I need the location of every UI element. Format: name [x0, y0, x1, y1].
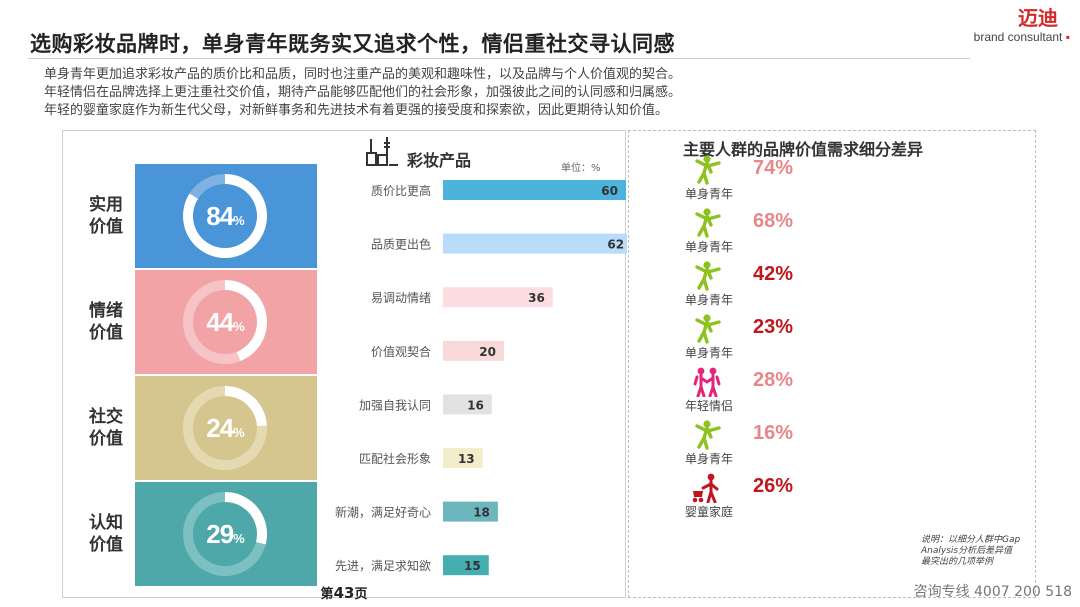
group-row: 单身青年 42%: [669, 261, 889, 313]
group-name: 婴童家庭: [684, 505, 733, 519]
bar: [443, 287, 553, 308]
group-row: 单身青年 16%: [669, 420, 889, 472]
page-title: 选购彩妆品牌时，单身青年既务实又追求个性，情侣重社交寻认同感: [30, 32, 675, 56]
group-row: 年轻情侣 28%: [669, 367, 889, 419]
brand-logo: 迈迪 brand consultant ▪: [950, 6, 1070, 44]
donut-ring: 24%: [183, 386, 267, 470]
bar: [443, 340, 504, 361]
groups-title: 主要人群的品牌价值需求细分差异: [683, 140, 924, 159]
donut-percent: 44%: [206, 307, 244, 337]
category-label-line2: 价值: [89, 217, 123, 237]
bar-label: 匹配社会形象: [359, 451, 431, 466]
page-number: 第43页: [320, 584, 368, 602]
intro-line-1: 单身青年更加追求彩妆产品的质价比和品质，同时也注重产品的美观和趣味性，以及品牌与…: [44, 67, 682, 82]
bar-value-label: 16: [467, 398, 484, 412]
donut-percent: 24%: [206, 413, 244, 443]
single-youth-icon: [687, 155, 727, 189]
category-emotional: 情绪 价值 44%: [63, 270, 317, 374]
group-name: 单身青年: [684, 293, 733, 307]
bar-label: 先进，满足求知欲: [335, 559, 431, 573]
category-cognitive: 认知 价值 29%: [63, 482, 317, 586]
category-box: 44%: [135, 270, 317, 374]
category-box: 24%: [135, 376, 317, 480]
category-practical: 实用 价值 84%: [63, 164, 317, 268]
category-label-line1: 情绪: [89, 301, 123, 321]
bar-value-label: 20: [479, 345, 496, 359]
family-icon: [687, 473, 727, 507]
bar-label: 易调动情绪: [371, 291, 431, 305]
intro-line-3: 年轻的婴童家庭作为新生代父母，对新鲜事务和先进技术有着更强的接受度和探索欲，因此…: [44, 103, 669, 118]
group-name: 单身青年: [684, 187, 733, 201]
hotline: 咨询专线 4007 200 518: [913, 584, 1072, 600]
bar: [443, 394, 492, 415]
bar-value-label: 62: [607, 238, 624, 252]
category-social: 社交 价值 24%: [63, 376, 317, 480]
intro-text: 单身青年更加追求彩妆产品的质价比和品质，同时也注重产品的美观和趣味性，以及品牌与…: [44, 66, 681, 120]
single-youth-icon: [687, 208, 727, 242]
bar-label: 新潮，满足好奇心: [335, 505, 431, 520]
category-label-line1: 实用: [89, 195, 123, 215]
donut-ring: 84%: [183, 174, 267, 258]
group-row: 单身青年 74%: [669, 155, 889, 207]
header-divider: [28, 58, 970, 59]
bar: [443, 501, 498, 522]
category-label-line1: 认知: [89, 513, 123, 533]
category-label-line2: 价值: [89, 429, 123, 449]
bar: [443, 180, 626, 200]
donut-ring: 44%: [183, 280, 267, 364]
group-row: 婴童家庭 26%: [669, 473, 889, 525]
group-percent: 42%: [753, 263, 794, 285]
bar: [443, 555, 489, 576]
cosmetics-icon: [366, 137, 398, 166]
category-label-line1: 社交: [89, 407, 123, 427]
group-percent: 16%: [753, 422, 794, 444]
group-row: 单身青年 23%: [669, 314, 889, 366]
category-label-line2: 价值: [89, 323, 123, 343]
category-label-line2: 价值: [89, 535, 123, 555]
unit-label: 单位：%: [561, 163, 601, 174]
group-percent: 74%: [753, 157, 794, 179]
category-box: 84%: [135, 164, 317, 268]
bar: [443, 448, 483, 468]
product-chart-title: 彩妆产品: [407, 151, 472, 170]
bar-value-label: 18: [473, 506, 490, 520]
donut-percent: 84%: [206, 201, 244, 231]
footnote: 说明：以细分人群中Gap Analysis分析后差异值最突出的几项举例: [921, 535, 1021, 567]
group-diff-panel: 主要人群的品牌价值需求细分差异 单身青年 74% 单身青年 68% 单身青年 42% 单身青…: [628, 130, 1036, 598]
couple-icon: [687, 367, 727, 401]
bar-label: 质价比更高: [371, 183, 431, 198]
single-youth-icon: [687, 314, 727, 348]
value-breakdown-panel: 实用 价值 84% 情绪 价值 44% 社交 价值: [62, 130, 627, 602]
intro-line-2: 年轻情侣在品牌选择上更注重社交价值，期待产品能够匹配他们的社会形象，加强彼此之间…: [44, 85, 682, 100]
single-youth-icon: [687, 420, 727, 454]
bar-value-label: 15: [464, 559, 481, 573]
donut-percent: 29%: [206, 519, 244, 549]
single-youth-icon: [687, 261, 727, 295]
brand-logo-text: 迈迪: [1018, 6, 1058, 30]
group-row: 单身青年 68%: [669, 208, 889, 260]
bar-label: 加强自我认同: [359, 398, 431, 412]
donut-ring: 29%: [183, 492, 267, 576]
brand-dots-icon: ▪: [1065, 30, 1070, 44]
group-percent: 26%: [753, 475, 794, 497]
group-name: 年轻情侣: [684, 399, 733, 413]
group-percent: 28%: [753, 369, 794, 391]
group-percent: 68%: [753, 210, 794, 232]
category-box: 29%: [135, 482, 317, 586]
bar-label: 价值观契合: [371, 344, 431, 359]
group-name: 单身青年: [684, 240, 733, 254]
group-name: 单身青年: [684, 452, 733, 466]
product-bar-chart: 质价比更高 60 品质更出色 62 易调动情绪 36 价值观契合 20 加强自我认同 16 匹配社会…: [335, 180, 627, 576]
bar-value-label: 60: [601, 184, 618, 198]
bar-value-label: 13: [458, 452, 475, 466]
bar-value-label: 36: [528, 291, 545, 305]
group-name: 单身青年: [684, 346, 733, 360]
brand-subtitle: brand consultant: [973, 30, 1063, 44]
bar-label: 品质更出色: [371, 238, 431, 252]
bar: [443, 233, 627, 254]
group-percent: 23%: [753, 316, 794, 338]
